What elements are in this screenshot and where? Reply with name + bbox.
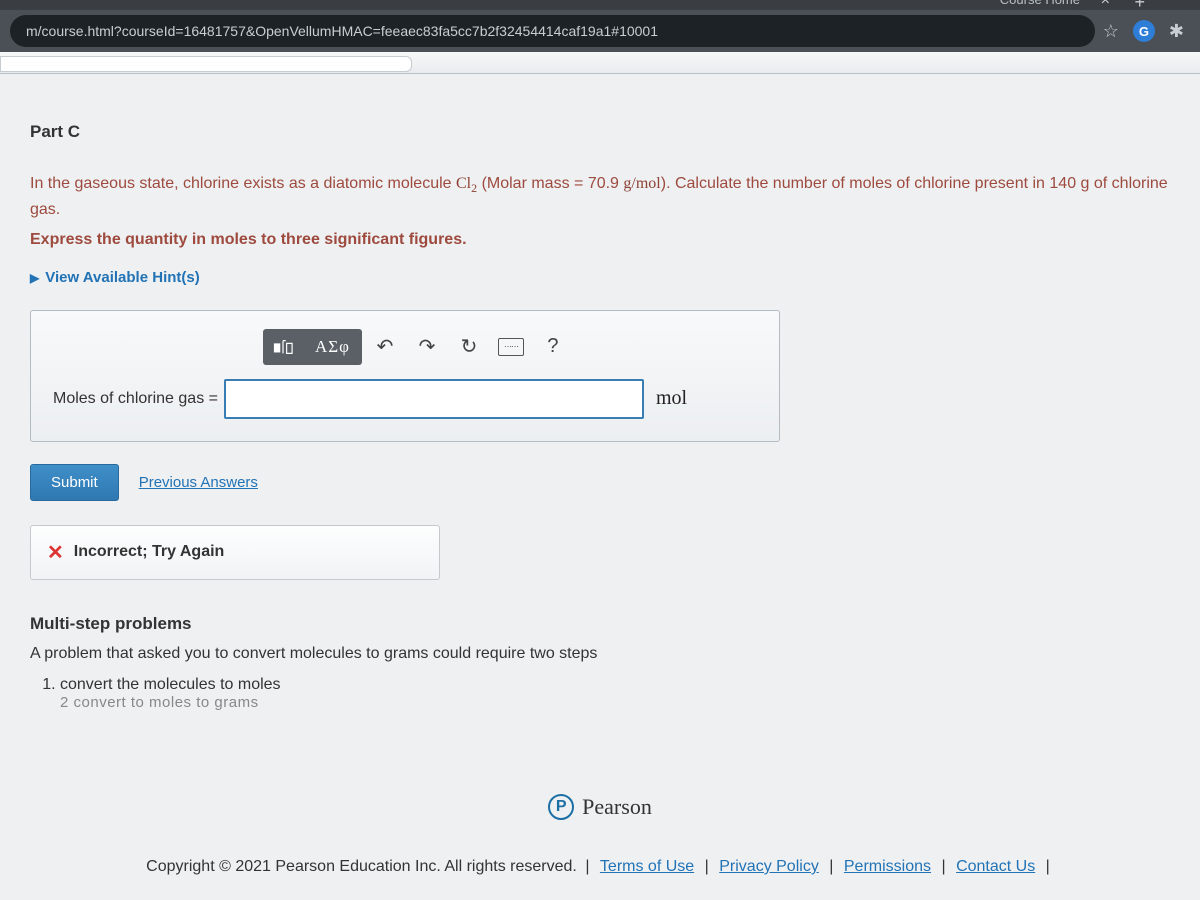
extensions-puzzle-icon[interactable]: ✱	[1169, 21, 1184, 42]
step-1: convert the molecules to moles	[60, 676, 1164, 694]
reset-button[interactable]: ↻	[450, 329, 488, 365]
app-toolbar-sliver	[0, 52, 1200, 74]
url-field[interactable]: m/course.html?courseId=16481757&OpenVell…	[10, 15, 1095, 47]
content-area: Part C In the gaseous state, chlorine ex…	[0, 74, 1200, 900]
footer: Copyright © 2021 Pearson Education Inc. …	[0, 858, 1200, 876]
view-hints-link[interactable]: View Available Hint(s)	[30, 269, 1182, 286]
pearson-text: Pearson	[582, 794, 652, 820]
multi-step-heading: Multi-step problems	[30, 614, 1164, 634]
terms-link[interactable]: Terms of Use	[600, 858, 694, 875]
address-bar: m/course.html?courseId=16481757&OpenVell…	[0, 10, 1200, 52]
incorrect-x-icon: ✕	[47, 540, 64, 565]
contact-link[interactable]: Contact Us	[956, 858, 1035, 875]
new-tab-icon[interactable]: +	[1134, 0, 1145, 13]
tab-title[interactable]: Course Home	[1000, 0, 1080, 7]
submit-button[interactable]: Submit	[30, 464, 119, 501]
pearson-logo: P Pearson	[0, 794, 1200, 820]
pearson-p-icon: P	[548, 794, 574, 820]
feedback-text: Incorrect; Try Again	[74, 543, 225, 561]
greek-button[interactable]: ΑΣφ	[303, 329, 362, 365]
tab-close-icon[interactable]: ×	[1101, 0, 1110, 10]
prompt-pre: In the gaseous state, chlorine exists as…	[30, 175, 456, 192]
privacy-link[interactable]: Privacy Policy	[719, 858, 819, 875]
redo-button[interactable]: ↷	[408, 329, 446, 365]
copyright-text: Copyright © 2021 Pearson Education Inc. …	[146, 858, 577, 875]
previous-answers-link[interactable]: Previous Answers	[139, 474, 258, 491]
part-label: Part C	[30, 122, 1182, 142]
templates-button[interactable]	[263, 329, 303, 365]
undo-button[interactable]: ↶	[366, 329, 404, 365]
instruction: Express the quantity in moles to three s…	[30, 231, 1182, 249]
prompt-unit: g/mol	[623, 175, 660, 192]
unit-label: mol	[656, 387, 687, 410]
input-label: Moles of chlorine gas =	[53, 390, 218, 408]
answer-box: ΑΣφ ↶ ↷ ↻ ⋯⋯ ? Moles of chlorine gas = m…	[30, 310, 780, 442]
keyboard-button[interactable]: ⋯⋯	[492, 329, 530, 365]
extension-g-icon[interactable]: G	[1133, 20, 1155, 42]
answer-input[interactable]	[224, 379, 644, 419]
tab-strip: Course Home × +	[0, 0, 1200, 10]
question-prompt: In the gaseous state, chlorine exists as…	[30, 172, 1182, 221]
explanation-section: Multi-step problems A problem that asked…	[30, 614, 1182, 711]
permissions-link[interactable]: Permissions	[844, 858, 931, 875]
feedback-box: ✕ Incorrect; Try Again	[30, 525, 440, 580]
help-button[interactable]: ?	[534, 329, 572, 365]
keyboard-icon: ⋯⋯	[498, 338, 524, 356]
multi-step-text: A problem that asked you to convert mole…	[30, 642, 1164, 666]
url-text: m/course.html?courseId=16481757&OpenVell…	[26, 23, 658, 39]
prompt-formula: Cl	[456, 175, 471, 192]
step-2-cut: 2 convert to moles to grams	[60, 694, 1164, 711]
bookmark-star-icon[interactable]: ☆	[1103, 21, 1119, 42]
equation-toolbar: ΑΣφ ↶ ↷ ↻ ⋯⋯ ?	[263, 329, 757, 365]
prompt-mid: (Molar mass = 70.9	[477, 175, 623, 192]
